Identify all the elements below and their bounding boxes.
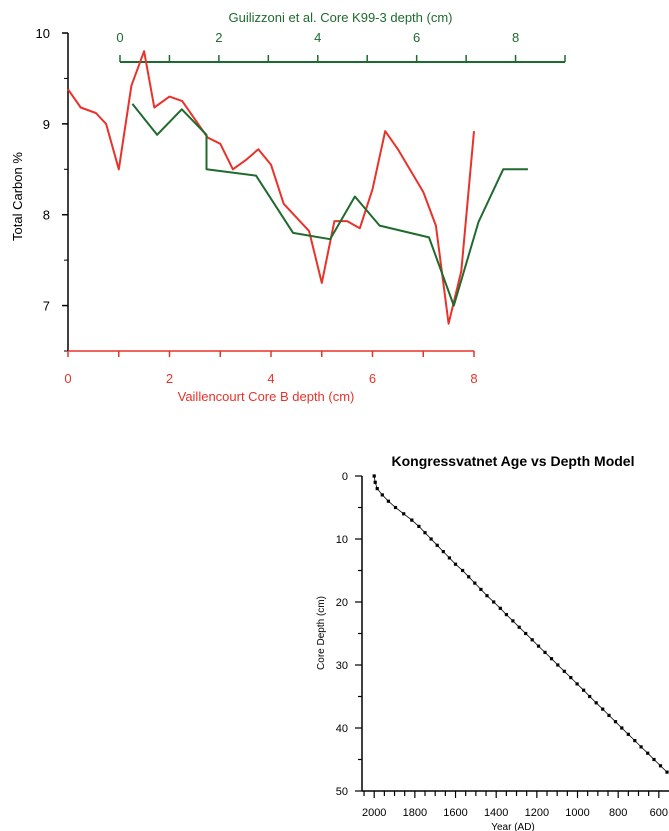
age-depth-point <box>447 556 451 560</box>
age-depth-title: Kongressvatnet Age vs Depth Model <box>392 453 635 469</box>
age-depth-point <box>435 543 439 547</box>
age-depth-point <box>473 581 477 585</box>
age-depth-point <box>569 676 573 680</box>
age-y-tick-label: 20 <box>336 597 348 609</box>
age-y-axis-title: Core Depth (cm) <box>316 596 327 670</box>
age-x-tick-label: 600 <box>650 807 668 819</box>
carbon-y-tick-label: 9 <box>43 117 50 132</box>
age-depth-point <box>386 499 390 503</box>
age-depth-point <box>633 739 637 743</box>
age-depth-point <box>373 480 377 484</box>
carbon-y-tick-label: 8 <box>43 208 50 223</box>
carbon-top-tick-label: 6 <box>413 30 420 45</box>
age-depth-point <box>429 537 433 541</box>
age-depth-point <box>594 701 598 705</box>
age-depth-point <box>530 638 534 642</box>
age-x-axis-title: Year (AD) <box>491 822 535 831</box>
age-x-tick-label: 1400 <box>484 807 508 819</box>
age-depth-point <box>504 613 508 617</box>
carbon-bottom-tick-label: 8 <box>470 371 477 386</box>
age-depth-point <box>665 770 669 774</box>
age-y-tick-label: 30 <box>336 660 348 672</box>
age-depth-point <box>492 600 496 604</box>
age-depth-point <box>575 682 579 686</box>
carbon-top-tick-label: 2 <box>215 30 222 45</box>
age-depth-point <box>375 487 379 491</box>
age-depth-point <box>549 657 554 661</box>
carbon-bottom-tick-label: 6 <box>369 371 376 386</box>
age-depth-point <box>498 606 502 610</box>
age-depth-point <box>467 575 471 579</box>
age-depth-point <box>639 745 643 749</box>
age-y-tick-label: 50 <box>336 786 348 798</box>
age-y-tick-label: 10 <box>336 534 348 546</box>
age-depth-point <box>511 619 515 623</box>
age-depth-point <box>479 587 483 591</box>
age-depth-point <box>543 650 547 654</box>
age-depth-point <box>372 474 376 478</box>
carbon-y-tick-label: 10 <box>36 26 50 41</box>
carbon-top-tick-label: 0 <box>116 30 123 45</box>
age-depth-point <box>588 694 592 699</box>
age-depth-point <box>652 757 656 762</box>
age-depth-point <box>607 713 611 717</box>
age-depth-point <box>556 663 560 667</box>
age-y-tick-label: 0 <box>342 471 348 483</box>
carbon-chart <box>62 32 566 357</box>
carbon-bottom-tick-label: 0 <box>64 371 71 386</box>
age-depth-point <box>380 493 384 497</box>
age-x-tick-label: 2000 <box>362 807 386 819</box>
age-depth-point <box>613 720 618 724</box>
age-depth-point <box>562 669 566 673</box>
age-depth-point <box>461 568 465 573</box>
age-depth-point <box>423 531 427 535</box>
age-depth-point <box>620 726 624 730</box>
age-depth-point <box>417 524 421 528</box>
guilizzoni-series-line <box>131 103 528 307</box>
age-depth-point <box>402 512 406 516</box>
age-depth-point <box>646 751 650 755</box>
age-depth-point <box>582 688 586 692</box>
age-depth-point <box>658 764 663 768</box>
age-depth-chart <box>355 474 669 798</box>
carbon-bottom-tick-label: 4 <box>267 371 274 386</box>
age-depth-point <box>517 625 521 629</box>
carbon-bottom-tick-label: 2 <box>166 371 173 386</box>
carbon-top-axis-title: Guilizzoni et al. Core K99-3 depth (cm) <box>229 10 453 25</box>
age-depth-point <box>441 550 445 554</box>
age-x-tick-label: 1200 <box>525 807 549 819</box>
carbon-top-tick-label: 8 <box>512 30 519 45</box>
age-depth-point <box>410 518 414 522</box>
age-depth-point <box>536 644 541 648</box>
age-x-tick-label: 1800 <box>403 807 427 819</box>
carbon-y-tick-label: 7 <box>43 299 50 314</box>
age-x-tick-label: 1600 <box>443 807 467 819</box>
age-depth-point <box>524 631 528 636</box>
age-depth-point <box>485 594 489 598</box>
age-x-tick-label: 800 <box>609 807 627 819</box>
vaillencourt-series-line <box>67 50 475 325</box>
age-depth-point <box>393 505 398 510</box>
carbon-y-axis-title: Total Carbon % <box>10 152 25 241</box>
carbon-top-tick-label: 4 <box>314 30 321 45</box>
age-depth-point <box>626 732 630 736</box>
age-depth-point <box>453 562 458 566</box>
age-depth-point <box>601 707 605 711</box>
age-y-tick-label: 40 <box>336 723 348 735</box>
age-x-tick-label: 1000 <box>565 807 589 819</box>
carbon-bottom-axis-title: Vaillencourt Core B depth (cm) <box>178 389 355 404</box>
